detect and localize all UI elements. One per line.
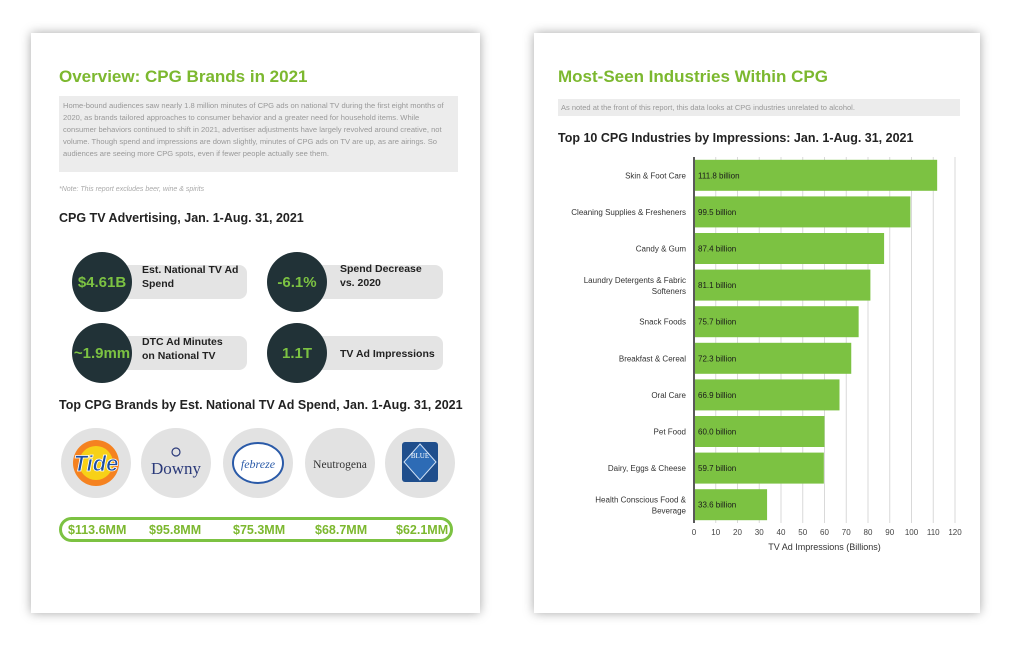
tide-logo: Tide [61, 428, 131, 498]
category-label-3: Laundry Detergents & Fabric Softeners [584, 276, 686, 296]
data-label-7: 60.0 billion [698, 428, 736, 437]
bar-0 [695, 159, 938, 191]
industry-note: As noted at the front of this report, th… [558, 99, 960, 116]
right-page: Most-Seen Industries Within CPG As noted… [534, 33, 980, 613]
tide-wordmark: Tide [74, 451, 119, 476]
bar-5 [695, 342, 852, 374]
febreze-logo-icon: febreze [232, 442, 284, 484]
x-tick-label: 0 [692, 528, 697, 537]
x-tick-label: 60 [820, 528, 829, 537]
brand-spend-febreze: $75.3MM [233, 523, 286, 537]
neutrogena-wordmark: Neutrogena [313, 459, 367, 471]
x-tick-label: 120 [948, 528, 962, 537]
stat-value-spend: $4.61B [72, 252, 132, 312]
bar-1 [695, 196, 911, 228]
category-label-line: Health Conscious Food & [595, 496, 686, 505]
category-label-2: Candy & Gum [636, 245, 687, 254]
stats-title: CPG TV Advertising, Jan. 1-Aug. 31, 2021 [59, 211, 304, 225]
chart-title: Top 10 CPG Industries by Impressions: Ja… [558, 131, 914, 145]
bar-4 [695, 306, 859, 338]
stat-value-minutes: ~1.9mm [72, 323, 132, 383]
downy-logo: Downy [141, 428, 211, 498]
x-tick-label: 20 [733, 528, 742, 537]
data-label-0: 111.8 billion [698, 171, 740, 180]
brand-spend-neutrogena: $68.7MM [315, 523, 368, 537]
stat-value-decrease: -6.1% [267, 252, 327, 312]
bar-7 [695, 416, 825, 447]
industry-bar-chart: 111.8 billion Skin & Foot Care 99.5 billio… [571, 157, 962, 552]
brand-spend-blue: $62.1MM [396, 523, 449, 537]
stat-label-minutes: DTC Ad Minutes on National TV [142, 336, 223, 362]
category-label-5: Breakfast & Cereal [619, 354, 686, 363]
data-label-9: 33.6 billion [698, 501, 736, 510]
data-label-6: 66.9 billion [698, 391, 736, 400]
stat-label-spend: Est. National TV Ad Spend [142, 264, 239, 290]
x-tick-label: 30 [755, 528, 764, 537]
blue-wordmark: BLUE [411, 452, 429, 460]
x-tick-label: 40 [777, 528, 786, 537]
category-label-line: Beverage [652, 507, 687, 516]
brand-spend-bar [59, 517, 453, 542]
category-label-0: Skin & Foot Care [625, 171, 686, 180]
bar-3 [695, 269, 871, 301]
bar-9 [695, 489, 768, 521]
stat-label-impressions: TV Ad Impressions [340, 348, 435, 360]
downy-logo-icon: Downy [151, 447, 202, 478]
blue-buffalo-logo-icon: BLUE [402, 442, 438, 482]
left-page-title: Overview: CPG Brands in 2021 [59, 67, 308, 86]
chart-bars [695, 159, 938, 521]
chart-labels: 111.8 billion Skin & Foot Care 99.5 billio… [571, 171, 739, 515]
data-label-1: 99.5 billion [698, 208, 736, 217]
right-page-title: Most-Seen Industries Within CPG [558, 67, 828, 86]
x-tick-label: 10 [711, 528, 720, 537]
category-label-line: Laundry Detergents & Fabric [584, 276, 686, 285]
brand-spend-downy: $95.8MM [149, 523, 202, 537]
x-tick-label: 110 [927, 528, 940, 537]
bar-8 [695, 452, 824, 484]
data-label-5: 72.3 billion [698, 354, 736, 363]
downy-wordmark: Downy [151, 459, 202, 478]
exclusion-note: *Note: This report excludes beer, wine &… [59, 186, 205, 193]
data-label-8: 59.7 billion [698, 464, 736, 473]
brand-spend-tide: $113.6MM [68, 523, 127, 537]
bar-6 [695, 379, 840, 411]
tide-logo-icon: Tide [73, 440, 119, 486]
bar-2 [695, 233, 885, 264]
x-tick-label: 50 [798, 528, 807, 537]
febreze-logo: febreze [223, 428, 293, 498]
x-tick-label: 100 [905, 528, 919, 537]
category-label-9: Health Conscious Food & Beverage [595, 496, 686, 516]
x-tick-label: 90 [885, 528, 894, 537]
category-label-line: Softeners [652, 287, 686, 296]
data-label-3: 81.1 billion [698, 281, 736, 290]
category-label-6: Oral Care [651, 391, 686, 400]
intro-paragraph: Home-bound audiences saw nearly 1.8 mill… [59, 96, 458, 172]
left-page: Overview: CPG Brands in 2021 Home-bound … [31, 33, 480, 613]
category-label-8: Dairy, Eggs & Cheese [608, 464, 687, 473]
data-label-4: 75.7 billion [698, 318, 736, 327]
category-label-1: Cleaning Supplies & Fresheners [571, 208, 686, 217]
blue-buffalo-logo: BLUE [385, 428, 455, 498]
febreze-wordmark: febreze [241, 457, 276, 471]
neutrogena-logo-icon: Neutrogena [313, 459, 367, 471]
brands-title: Top CPG Brands by Est. National TV Ad Sp… [59, 398, 463, 412]
x-axis-title: TV Ad Impressions (Billions) [768, 542, 881, 552]
stat-label-decrease: Spend Decrease vs. 2020 [340, 263, 422, 289]
neutrogena-logo: Neutrogena [305, 428, 375, 498]
data-label-2: 87.4 billion [698, 245, 736, 254]
x-tick-label: 80 [864, 528, 873, 537]
category-label-7: Pet Food [654, 428, 686, 437]
x-tick-label: 70 [842, 528, 851, 537]
stat-value-impressions: 1.1T [267, 323, 327, 383]
category-label-4: Snack Foods [639, 318, 686, 327]
chart-axis: 0 10 20 30 40 50 60 70 80 90 100 110 120 TV Ad Impres… [692, 157, 962, 552]
